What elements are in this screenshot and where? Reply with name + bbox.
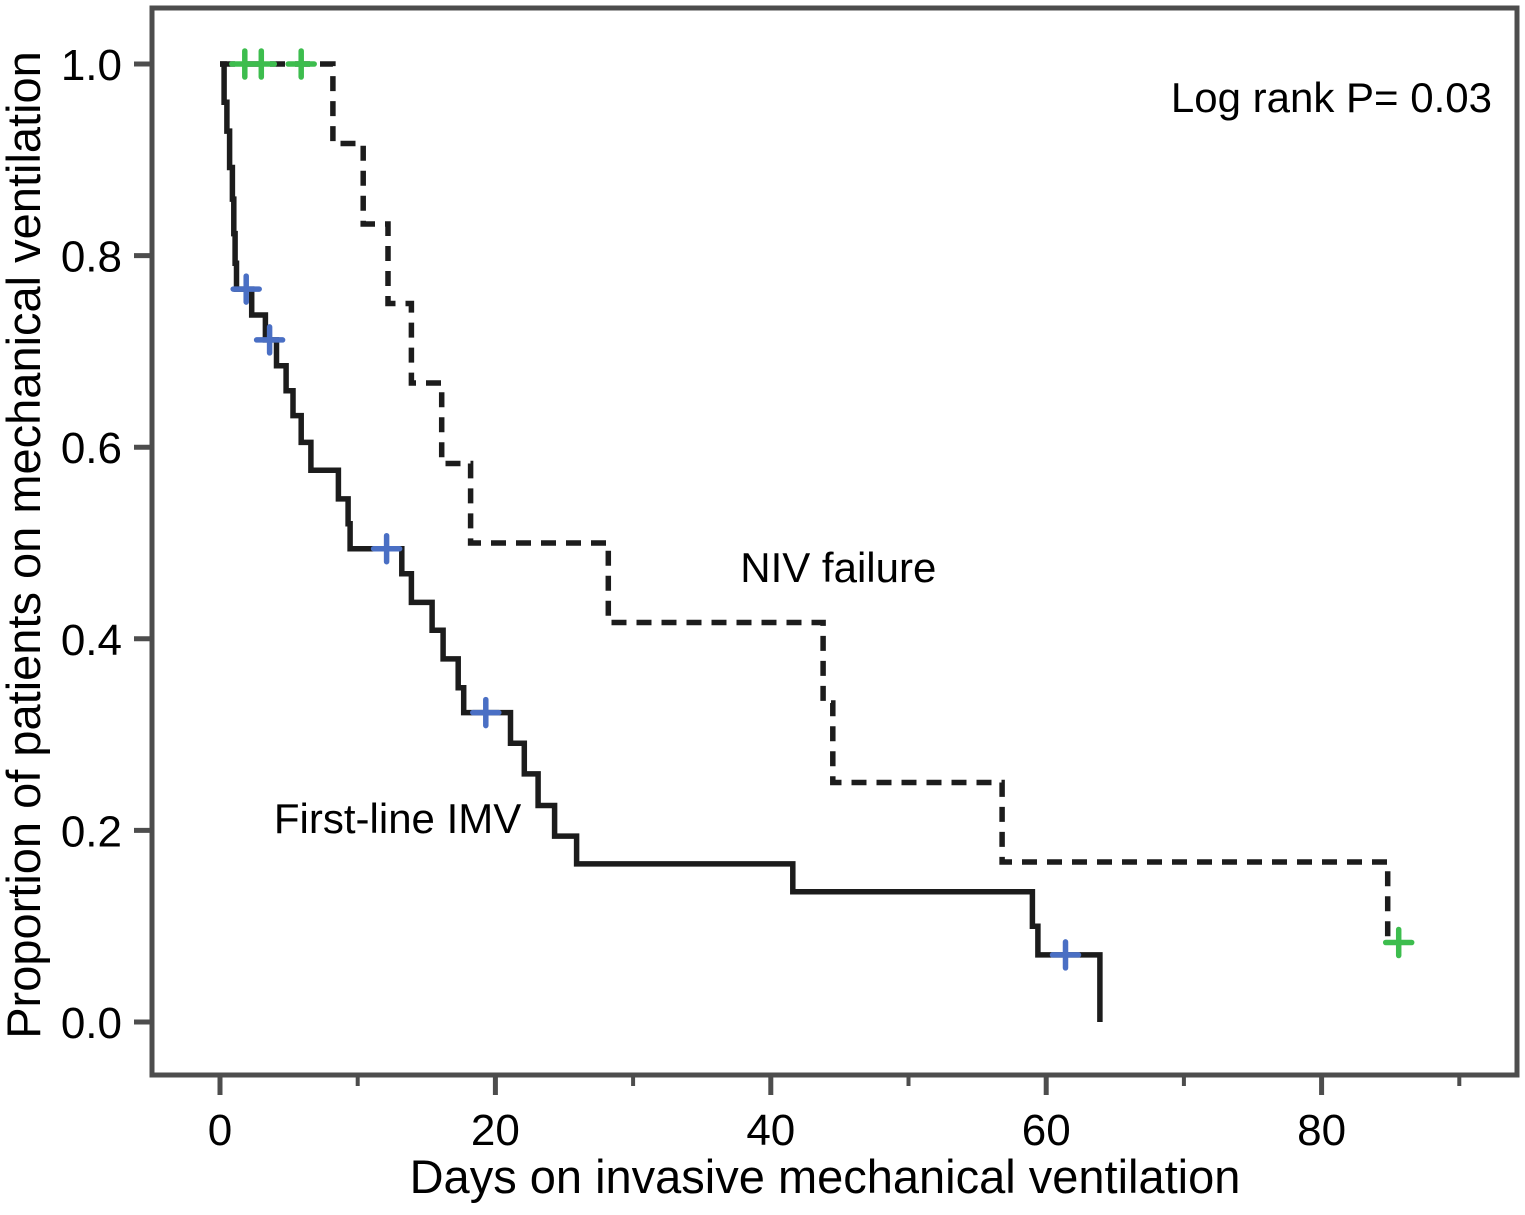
y-axis-tick-labels: 0.0 0.2 0.4 0.6 0.8 1.0 xyxy=(61,41,122,1048)
x-tick-label-60: 60 xyxy=(1022,1106,1071,1155)
censor-marks-first-line-imv xyxy=(230,273,1082,971)
log-rank-annotation: Log rank P= 0.03 xyxy=(1171,74,1492,121)
x-axis-title: Days on invasive mechanical ventilation xyxy=(410,1150,1241,1203)
x-tick-label-80: 80 xyxy=(1297,1106,1346,1155)
y-axis-ticks xyxy=(134,61,152,1025)
y-tick-label-0.8: 0.8 xyxy=(61,233,122,282)
x-axis-tick-labels: 0 20 40 60 80 xyxy=(208,1106,1346,1155)
censor-marks-niv-failure xyxy=(229,48,1415,959)
plot-frame xyxy=(149,5,1520,1078)
y-tick-label-0.6: 0.6 xyxy=(61,424,122,473)
niv-failure-curve xyxy=(220,61,1391,943)
x-tick-label-40: 40 xyxy=(746,1106,795,1155)
y-tick-label-1.0: 1.0 xyxy=(61,41,122,90)
x-tick-label-0: 0 xyxy=(208,1106,232,1155)
y-tick-label-0.4: 0.4 xyxy=(61,616,122,665)
x-tick-label-20: 20 xyxy=(471,1106,520,1155)
first-line-imv-label: First-line IMV xyxy=(274,795,521,842)
y-tick-label-0.2: 0.2 xyxy=(61,807,122,856)
y-tick-label-0.0: 0.0 xyxy=(61,999,122,1048)
y-axis-title: Proportion of patients on mechanical ven… xyxy=(0,51,50,1039)
niv-failure-label: NIV failure xyxy=(740,544,936,591)
first-line-imv-curve xyxy=(220,61,1103,1022)
x-axis-ticks xyxy=(217,1075,1462,1095)
